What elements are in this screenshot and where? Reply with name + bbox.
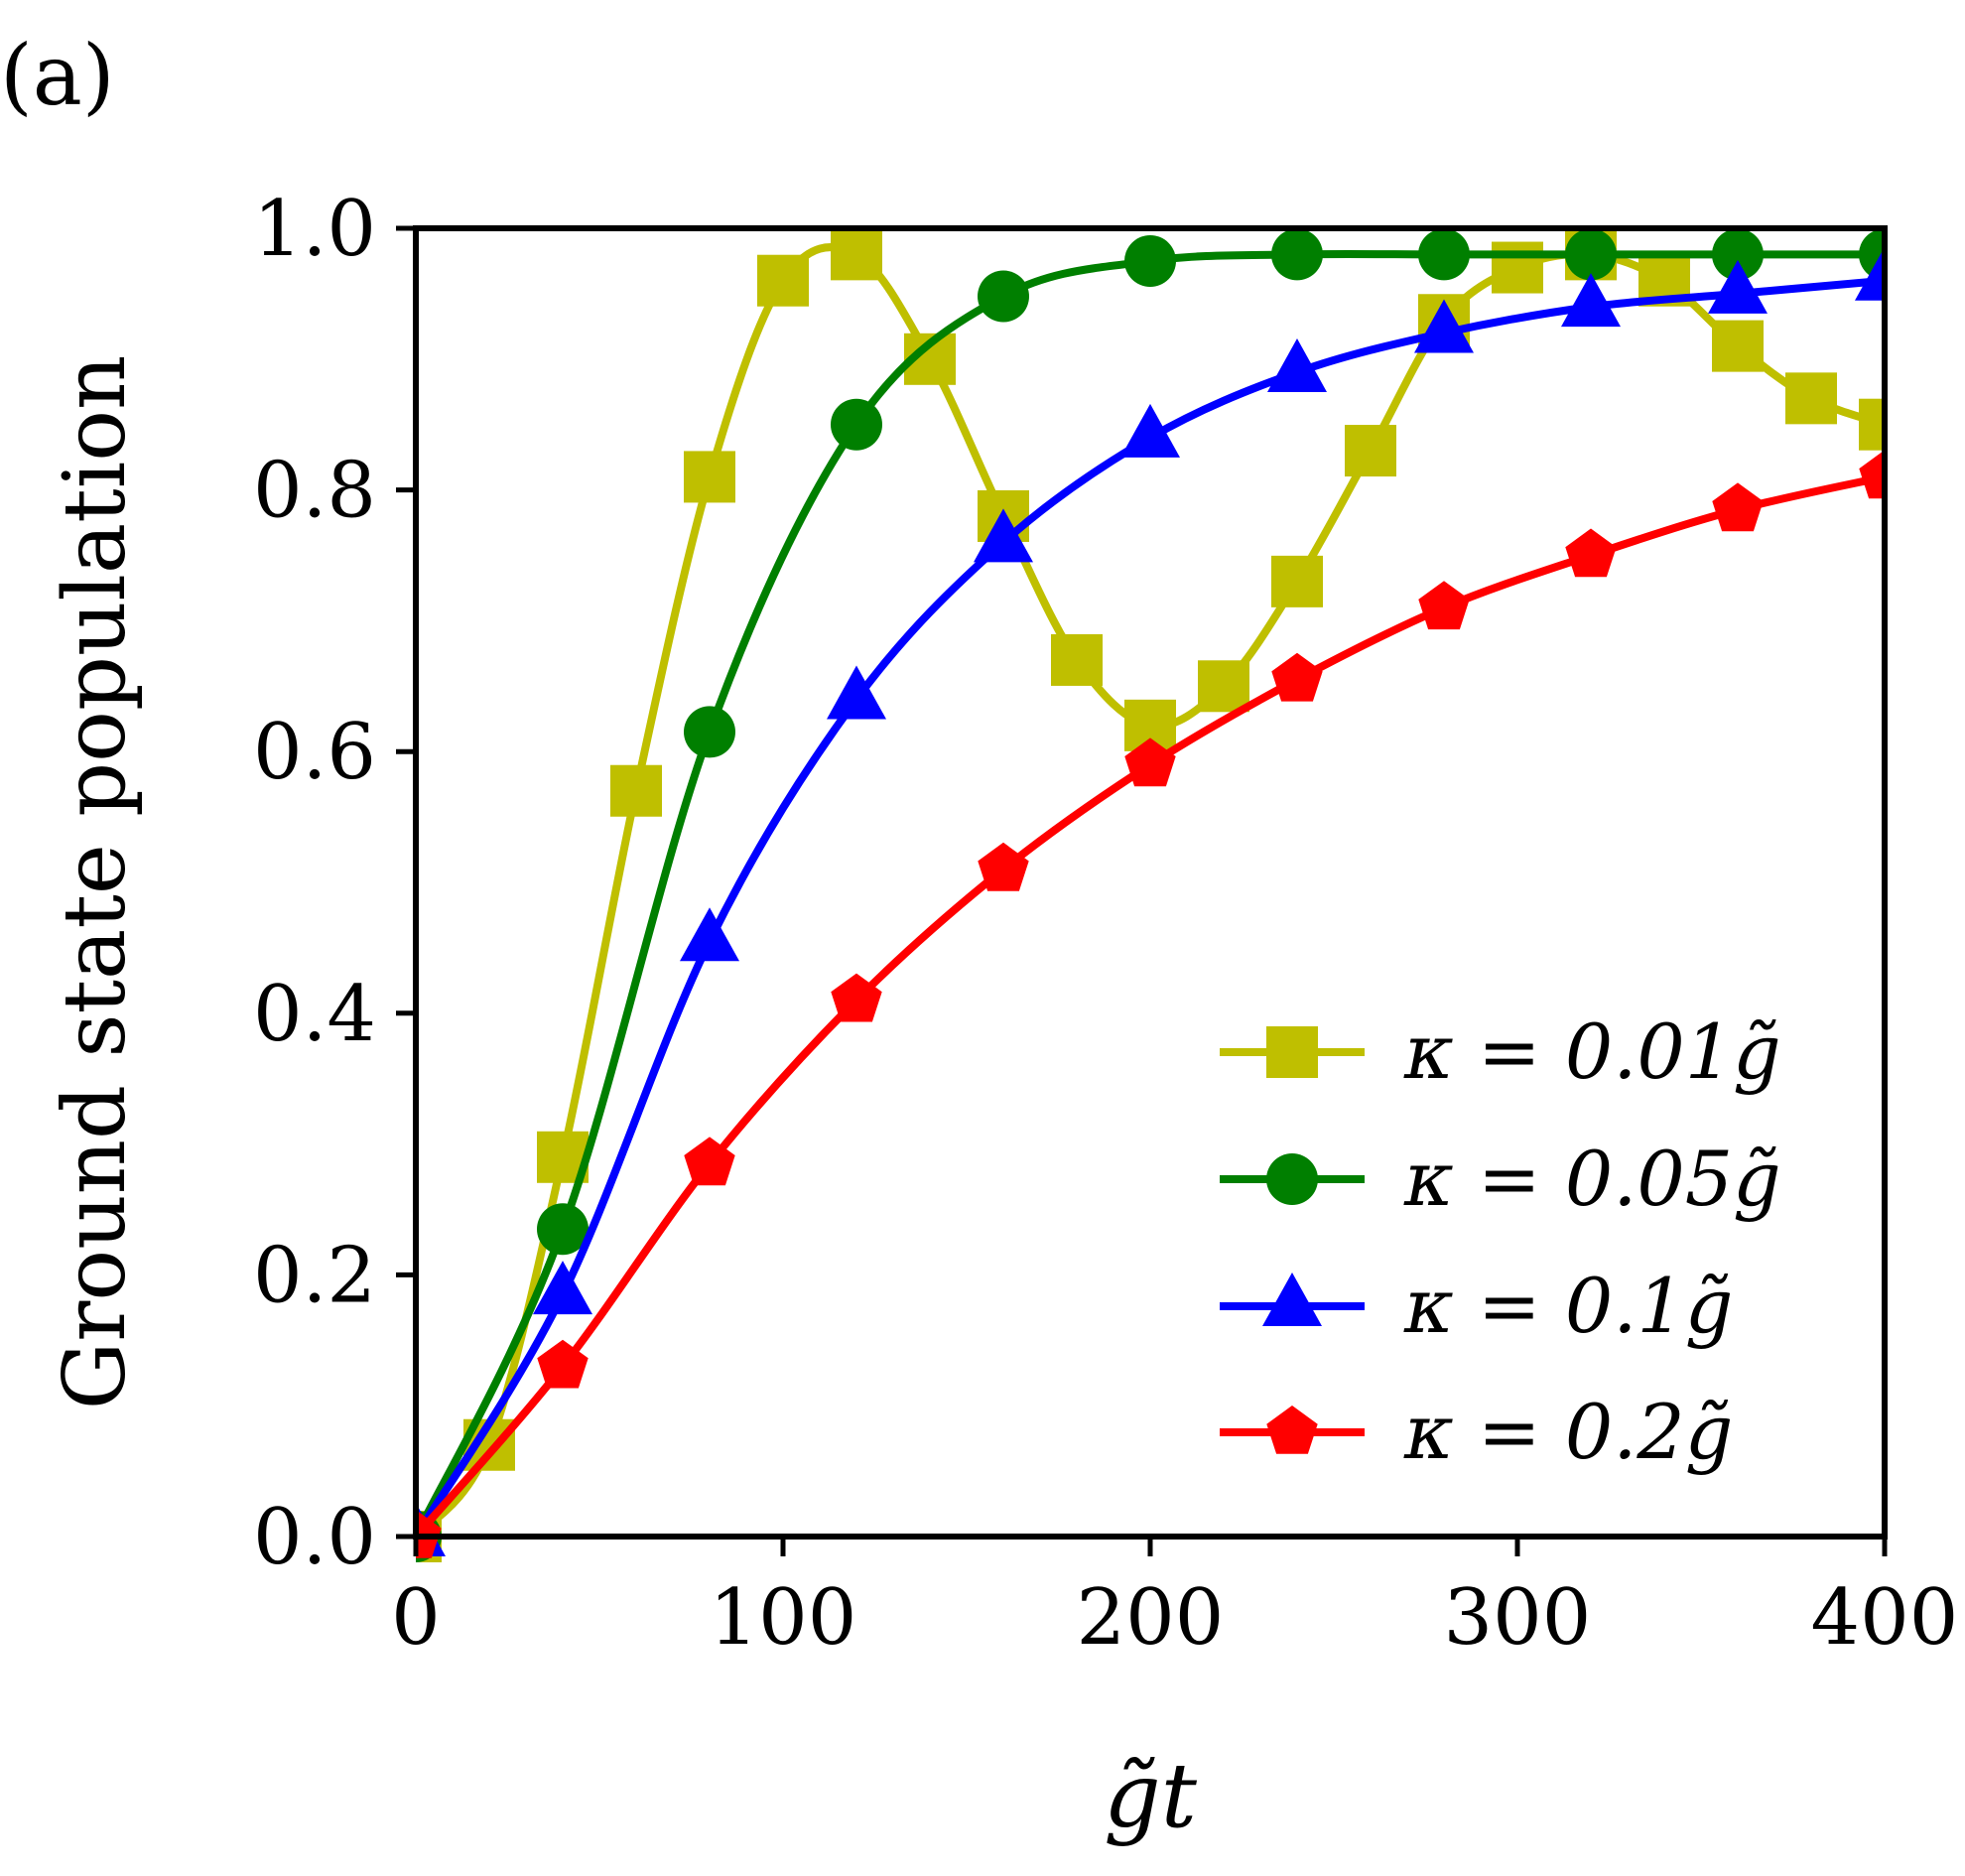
- data-point-kappa-0-05: [684, 706, 735, 758]
- legend-marker: [1266, 1026, 1318, 1078]
- data-point-kappa-0-1: [1267, 337, 1327, 392]
- data-point-kappa-0-01: [1712, 320, 1764, 372]
- data-point-kappa-0-2: [831, 973, 882, 1022]
- y-tick-label: 1.0: [253, 185, 376, 274]
- data-point-kappa-0-01: [1785, 372, 1837, 425]
- series-kappa-0-1: [416, 246, 1885, 1556]
- axes-layer: 0 100 200 300 400 0.0 0.2 0.4 0.6 0.8 1.0: [253, 185, 1958, 1663]
- data-point-kappa-0-1: [680, 907, 739, 962]
- data-point-kappa-0-01: [1051, 633, 1103, 686]
- data-point-kappa-0-01: [610, 764, 662, 817]
- legend-label: κ = 0.01g̃: [1403, 1007, 1781, 1096]
- legend-entry-kappa-0-1: κ = 0.1g̃: [1220, 1262, 1733, 1350]
- legend-label: κ = 0.1g̃: [1403, 1262, 1733, 1350]
- y-tick-label: 0.2: [253, 1231, 376, 1320]
- data-point-kappa-0-1: [827, 665, 886, 720]
- legend-label: κ = 0.05g̃: [1403, 1135, 1781, 1223]
- legend-marker: [1266, 1153, 1318, 1205]
- data-point-kappa-0-1: [1414, 299, 1474, 353]
- x-tick-label: 400: [1811, 1573, 1959, 1663]
- series-kappa-0-05: [416, 228, 1885, 1562]
- x-tick-label: 200: [1077, 1573, 1225, 1663]
- panel-label: (a): [0, 27, 115, 124]
- data-point-kappa-0-05: [1418, 228, 1470, 281]
- data-point-kappa-0-05: [831, 398, 882, 451]
- data-point-kappa-0-2: [1271, 652, 1323, 702]
- legend-entry-kappa-0-01: κ = 0.01g̃: [1220, 1007, 1781, 1096]
- data-point-kappa-0-2: [978, 842, 1029, 891]
- y-tick-label: 0.6: [253, 708, 376, 797]
- x-tick-label: 0: [391, 1573, 441, 1663]
- y-tick-label: 0.4: [253, 970, 376, 1059]
- data-point-kappa-0-05: [978, 270, 1029, 323]
- legend-entry-kappa-0-05: κ = 0.05g̃: [1220, 1135, 1781, 1223]
- data-point-kappa-0-1: [533, 1261, 592, 1315]
- data-point-kappa-0-01: [1345, 425, 1396, 477]
- data-point-kappa-0-01: [684, 451, 735, 503]
- data-point-kappa-0-1: [1708, 259, 1768, 314]
- data-point-kappa-0-05: [537, 1203, 589, 1256]
- data-point-kappa-0-01: [1271, 555, 1323, 607]
- series-kappa-0-2: [416, 450, 1885, 1558]
- data-point-kappa-0-1: [1561, 273, 1621, 328]
- y-tick-label: 0.0: [253, 1493, 376, 1582]
- data-point-kappa-0-01: [1859, 398, 1885, 451]
- data-point-kappa-0-2: [1124, 737, 1176, 787]
- x-axis-label: g̃t: [1104, 1744, 1198, 1848]
- x-tick-label: 100: [710, 1573, 857, 1663]
- data-point-kappa-0-01: [831, 228, 882, 281]
- data-point-kappa-0-1: [1855, 246, 1885, 301]
- y-axis-label: Ground state population: [46, 355, 145, 1410]
- data-point-kappa-0-01: [1198, 660, 1249, 713]
- data-point-kappa-0-1: [1120, 403, 1180, 458]
- legend-label: κ = 0.2g̃: [1403, 1388, 1733, 1476]
- data-point-kappa-0-1: [974, 508, 1033, 563]
- x-tick-label: 300: [1444, 1573, 1592, 1663]
- legend-marker: [1262, 1273, 1322, 1326]
- data-point-kappa-0-2: [1859, 450, 1885, 499]
- legend-background: [1196, 1003, 1871, 1499]
- y-tick-label: 0.8: [253, 447, 376, 536]
- data-point-kappa-0-2: [1712, 482, 1764, 532]
- data-point-kappa-0-01: [757, 254, 809, 307]
- data-point-kappa-0-05: [1124, 234, 1176, 287]
- data-point-kappa-0-2: [537, 1339, 589, 1389]
- legend-marker: [1266, 1406, 1318, 1454]
- data-point-kappa-0-2: [684, 1137, 735, 1186]
- data-point-kappa-0-2: [1565, 528, 1617, 578]
- data-point-kappa-0-01: [1492, 241, 1543, 294]
- data-point-kappa-0-05: [1271, 228, 1323, 281]
- legend-entry-kappa-0-2: κ = 0.2g̃: [1220, 1388, 1733, 1476]
- data-point-kappa-0-05: [1565, 228, 1617, 281]
- series-layer: [416, 228, 1885, 1562]
- legend: κ = 0.01g̃ κ = 0.05g̃ κ = 0.1g̃ κ = 0.2g̃: [1196, 1003, 1871, 1499]
- data-point-kappa-0-2: [1418, 581, 1470, 630]
- data-point-kappa-0-05: [1712, 228, 1764, 281]
